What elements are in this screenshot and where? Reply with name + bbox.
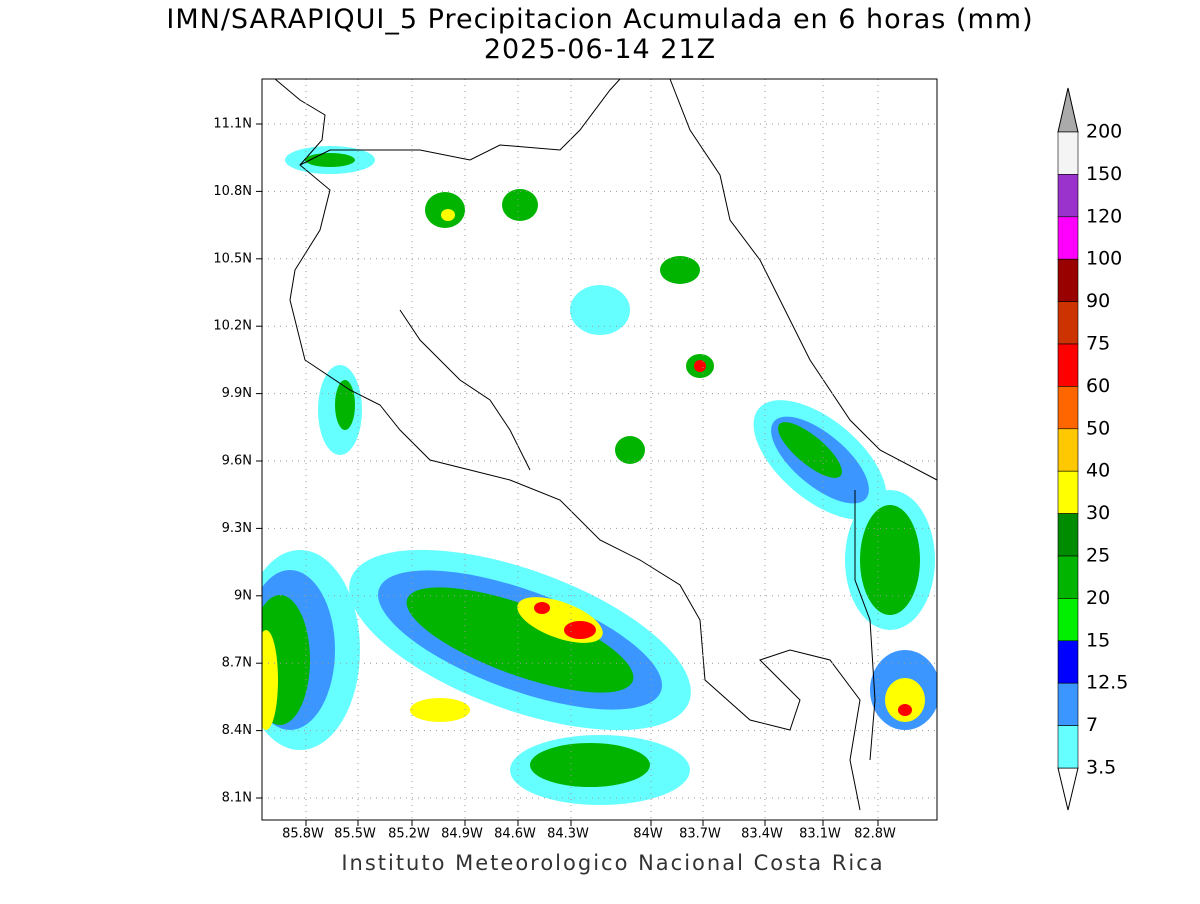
colorbar-label: 3.5 (1086, 757, 1116, 779)
lat-label: 8.1N (222, 791, 252, 806)
colorbar-swatch (1057, 682, 1079, 726)
colorbar: 200 150 120 100 90 75 60 50 40 30 25 20 15 12.5 7 3.5 (1057, 87, 1128, 811)
precip-field (262, 79, 937, 811)
lat-label: 11.1N (213, 117, 252, 132)
colorbar-label: 200 (1086, 121, 1122, 143)
colorbar-label: 12.5 (1086, 672, 1128, 694)
colorbar-swatch (1057, 258, 1079, 302)
colorbar-label: 120 (1086, 205, 1122, 227)
lon-label: 83.4W (741, 827, 783, 842)
lat-label: 9.9N (222, 386, 252, 401)
colorbar-swatch (1057, 640, 1079, 684)
lon-label: 84.6W (494, 827, 536, 842)
coastlines (274, 79, 937, 811)
lon-label: 85.5W (334, 827, 376, 842)
lon-label: 85.8W (282, 827, 324, 842)
lat-label: 8.4N (222, 723, 252, 738)
lon-label: 84W (633, 827, 663, 842)
colorbar-swatch (1057, 555, 1079, 599)
colorbar-swatch (1057, 598, 1079, 642)
colorbar-label: 40 (1086, 460, 1110, 482)
colorbar-label: 25 (1086, 545, 1110, 567)
colorbar-label: 30 (1086, 502, 1110, 524)
colorbar-label: 20 (1086, 587, 1110, 609)
colorbar-swatch (1057, 513, 1079, 557)
lat-label: 10.2N (213, 319, 252, 334)
colorbar-swatch (1057, 428, 1079, 472)
colorbar-swatch (1057, 131, 1079, 175)
colorbar-swatch (1057, 343, 1079, 387)
lat-label: 10.5N (213, 251, 252, 266)
colorbar-swatch (1057, 470, 1079, 514)
footer: Instituto Meteorologico Nacional Costa R… (341, 851, 884, 875)
colorbar-label: 60 (1086, 375, 1110, 397)
colorbar-label: 7 (1086, 714, 1098, 736)
colorbar-label: 90 (1086, 290, 1110, 312)
colorbar-label: 150 (1086, 163, 1122, 185)
colorbar-swatch (1057, 725, 1079, 769)
precip-blobs (262, 146, 937, 805)
map-frame (261, 78, 938, 821)
lon-label: 84.3W (547, 827, 589, 842)
lat-label: 8.7N (222, 656, 252, 671)
lon-label: 84.9W (441, 827, 483, 842)
lon-label: 82.8W (854, 827, 896, 842)
colorbar-swatch (1057, 216, 1079, 260)
lon-label: 83.7W (679, 827, 721, 842)
lat-label: 10.8N (213, 184, 252, 199)
lon-label: 83.1W (799, 827, 841, 842)
colorbar-arrow (1057, 87, 1079, 133)
grid: 11.1N 10.8N 10.5N 10.2N 9.9N 9.6N 9.3N 9N 8.7N 8.… (213, 79, 937, 842)
subtitle: 2025-06-14 21Z (484, 34, 716, 65)
lat-label: 9.3N (222, 521, 252, 536)
colorbar-label: 15 (1086, 629, 1110, 651)
colorbar-arrow (1057, 767, 1079, 811)
colorbar-label: 50 (1086, 417, 1110, 439)
lat-label: 9N (234, 588, 252, 603)
colorbar-swatch (1057, 301, 1079, 345)
colorbar-swatch (1057, 174, 1079, 218)
colorbar-label: 100 (1086, 248, 1122, 270)
colorbar-swatch (1057, 386, 1079, 430)
lon-label: 85.2W (388, 827, 430, 842)
colorbar-label: 75 (1086, 333, 1110, 355)
lat-label: 9.6N (222, 454, 252, 469)
title: IMN/SARAPIQUI_5 Precipitacion Acumulada … (166, 4, 1033, 35)
